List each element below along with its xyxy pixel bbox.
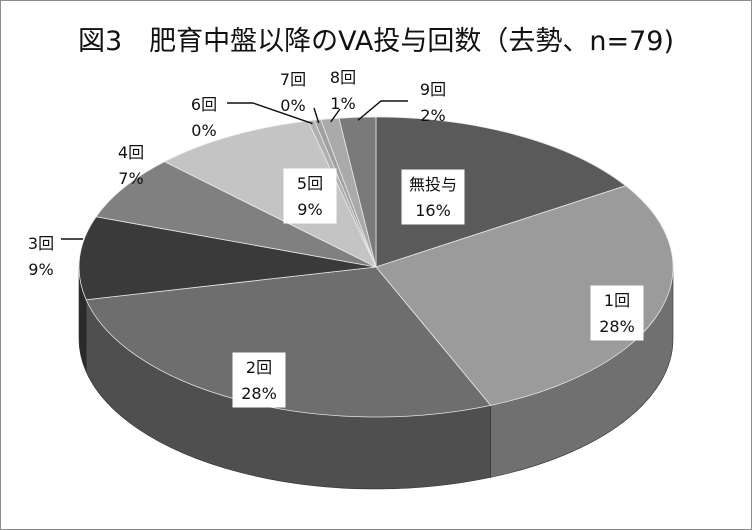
pie-slice-4 (95, 161, 377, 268)
data-label-percent: 9% (28, 260, 53, 279)
data-label-6: 6回0% (191, 95, 217, 140)
data-label-8: 8回1% (330, 68, 356, 113)
data-label-percent: 1% (330, 94, 355, 113)
data-label-category: 5回 (297, 174, 323, 193)
data-label-3: 3回9% (28, 234, 54, 279)
data-label-4: 4回7% (118, 143, 144, 188)
data-label-category: 2回 (246, 358, 272, 377)
data-label-box (232, 352, 286, 408)
pie-slice-5 (163, 120, 377, 268)
data-label-5: 5回9% (283, 168, 337, 224)
data-label-category: 無投与 (409, 175, 457, 194)
pie-slice-3 (78, 216, 377, 301)
data-label-category: 3回 (28, 234, 54, 253)
data-label-percent: 0% (280, 96, 305, 115)
data-label-box (283, 168, 337, 224)
data-label-9: 9回2% (420, 80, 446, 125)
data-label-percent: 28% (241, 384, 277, 403)
data-label-0: 無投与 16% (401, 169, 465, 225)
data-label-category: 1回 (604, 291, 630, 310)
data-label-percent: 9% (297, 200, 322, 219)
data-label-box (590, 285, 644, 341)
data-label-category: 9回 (420, 80, 446, 99)
pie-slice-1 (375, 185, 674, 406)
pie-slice-0 (375, 116, 627, 268)
data-label-percent: 0% (191, 121, 216, 140)
chart-title: 図3 肥育中盤以降のVA投与回数（去勢、n=79) (77, 26, 675, 57)
leader-line-8 (330, 108, 341, 123)
pie-slice-9 (338, 116, 377, 268)
data-label-percent: 28% (599, 317, 635, 336)
data-label-category: 8回 (330, 68, 356, 87)
data-label-category: 4回 (118, 143, 144, 162)
data-label-category: 6回 (191, 95, 217, 114)
data-label-percent: 7% (118, 169, 143, 188)
leader-line-7 (313, 107, 320, 124)
leader-line-9 (357, 100, 408, 121)
leader-line-6 (227, 102, 313, 125)
data-label-box (401, 169, 465, 225)
data-label-percent: 16% (415, 201, 451, 220)
data-label-7: 7回0% (280, 70, 306, 115)
data-label-percent: 2% (420, 106, 445, 125)
data-label-category: 7回 (280, 70, 306, 89)
